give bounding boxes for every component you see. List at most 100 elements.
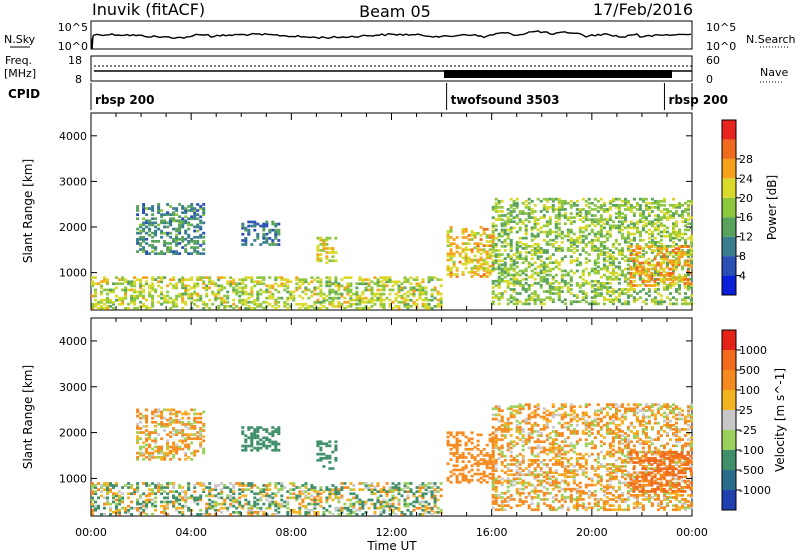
velocity-cell — [136, 408, 140, 412]
power-cell — [644, 302, 648, 306]
velocity-cell — [430, 496, 434, 500]
velocity-cell — [106, 496, 109, 500]
power-cell — [479, 275, 483, 278]
power-cell — [202, 211, 206, 214]
power-cell — [169, 282, 173, 286]
power-cell — [671, 263, 675, 267]
velocity-cell — [271, 513, 275, 516]
n-sky-tick-top: 10^5 — [58, 21, 88, 34]
power-cell — [659, 278, 663, 281]
velocity-cell — [340, 508, 344, 512]
power-cell — [569, 277, 573, 281]
power-cell — [506, 271, 510, 275]
velocity-cell — [403, 502, 407, 506]
power-cell — [663, 199, 666, 203]
power-cell — [494, 236, 498, 240]
velocity-cell — [424, 484, 428, 487]
power-cell — [262, 226, 266, 230]
velocity-cell — [292, 508, 296, 512]
velocity-cell — [530, 428, 534, 431]
power-cell — [271, 294, 275, 298]
power-cell — [250, 280, 254, 284]
velocity-cell — [352, 504, 356, 508]
power-cell — [494, 255, 498, 258]
power-cell — [253, 300, 257, 304]
power-cell — [681, 216, 684, 219]
velocity-cell — [464, 441, 468, 445]
power-cell — [361, 296, 365, 300]
velocity-cell — [364, 500, 368, 504]
velocity-cell — [130, 513, 134, 516]
power-cell — [605, 286, 609, 289]
velocity-cell — [539, 469, 543, 472]
power-cell — [202, 209, 206, 212]
velocity-cell — [322, 490, 326, 493]
velocity-cell — [527, 421, 531, 425]
power-cell — [650, 263, 654, 267]
power-cell — [629, 253, 633, 257]
power-cell — [653, 282, 657, 285]
power-cell — [617, 243, 621, 246]
velocity-cell — [304, 482, 308, 485]
velocity-cell — [313, 498, 317, 502]
n-search-label: N.Search — [746, 33, 796, 46]
velocity-cell — [148, 445, 152, 449]
velocity-cell — [142, 416, 146, 420]
velocity-cell — [316, 502, 320, 506]
velocity-cell — [497, 446, 501, 450]
power-cell — [199, 296, 203, 300]
power-cell — [427, 278, 431, 281]
velocity-cell — [494, 508, 498, 512]
velocity-cell — [193, 496, 197, 500]
velocity-cell — [154, 431, 158, 434]
power-cell — [190, 300, 194, 304]
velocity-cell — [421, 494, 425, 498]
velocity-cell — [205, 513, 209, 516]
power-cell — [430, 276, 434, 279]
power-cell — [232, 307, 236, 310]
power-cell — [271, 243, 275, 246]
power-cell — [187, 284, 191, 288]
velocity-cell — [277, 428, 281, 431]
power-cell — [650, 284, 654, 287]
velocity-cell — [196, 412, 200, 416]
power-cell — [382, 292, 386, 296]
power-cell — [509, 296, 513, 299]
velocity-cell — [527, 438, 531, 441]
velocity-cell — [331, 492, 335, 496]
velocity-cell — [328, 490, 332, 493]
power-cell — [274, 300, 278, 304]
velocity-cell — [196, 420, 200, 424]
n-search-tick-bottom: 10^0 — [706, 40, 736, 53]
power-cell — [355, 294, 359, 298]
velocity-cell — [536, 413, 540, 417]
power-cell — [196, 217, 200, 221]
velocity-cell — [449, 433, 453, 437]
velocity-cell — [418, 486, 422, 489]
velocity-cell — [515, 471, 519, 474]
power-cell — [142, 211, 146, 214]
velocity-cell — [274, 428, 278, 431]
velocity-cell — [115, 504, 118, 508]
power-cell — [596, 249, 600, 252]
power-cell — [518, 220, 522, 224]
power-cell — [476, 266, 480, 270]
velocity-cell — [169, 431, 173, 434]
power-cell — [632, 238, 636, 242]
velocity-cell — [533, 421, 537, 425]
power-cell — [672, 226, 675, 230]
power-cell — [599, 206, 603, 209]
velocity-cell — [418, 490, 422, 493]
power-cell — [103, 298, 106, 302]
power-cell — [536, 282, 540, 285]
velocity-cell — [506, 419, 510, 423]
velocity-cell — [304, 513, 308, 516]
velocity-cell — [208, 506, 212, 510]
velocity-cell — [497, 456, 501, 460]
power-cell — [669, 236, 672, 240]
velocity-cell — [491, 494, 495, 497]
power-cell — [659, 300, 663, 304]
velocity-cell — [136, 427, 140, 430]
velocity-cell — [521, 407, 525, 411]
power-cell — [196, 294, 200, 298]
